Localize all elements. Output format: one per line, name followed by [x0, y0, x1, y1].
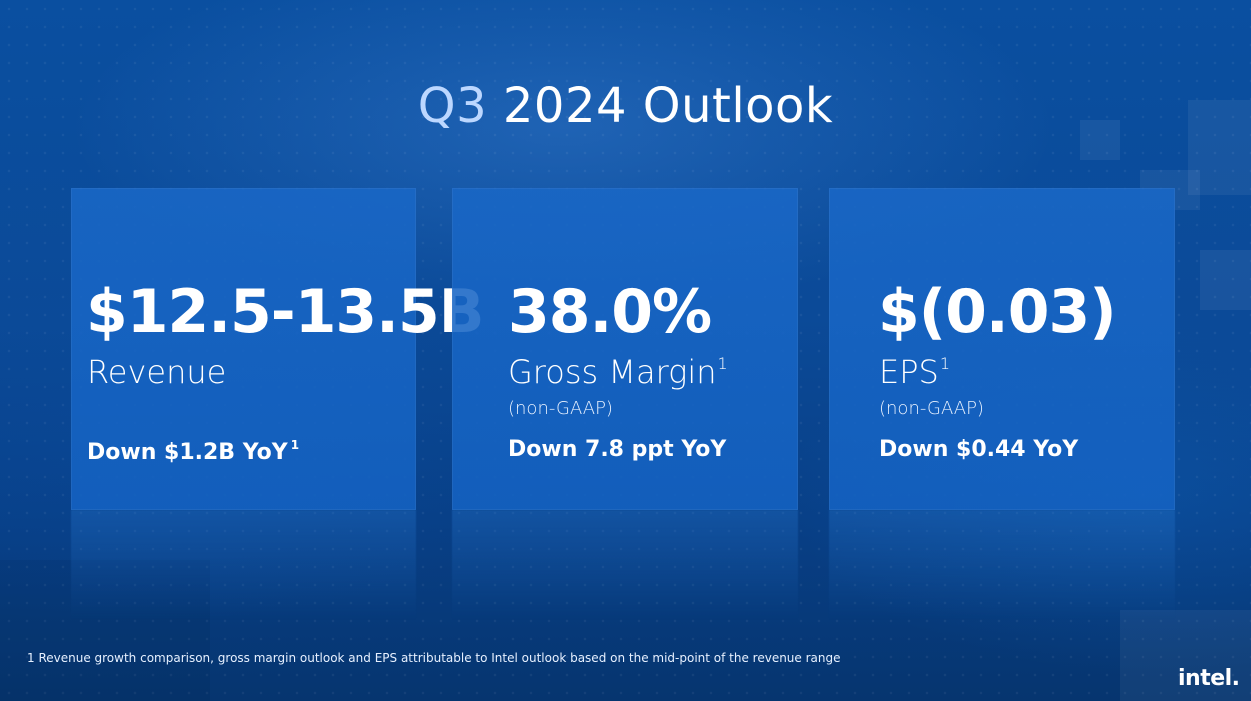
card-gross-margin-reflection	[452, 510, 798, 620]
footnote: 1 Revenue growth comparison, gross margi…	[27, 651, 841, 665]
revenue-delta: Down $1.2B YoY 1	[87, 439, 299, 464]
eps-label: EPS1	[879, 353, 951, 391]
card-revenue-reflection	[71, 510, 416, 620]
gross-margin-value: 38.0%	[508, 277, 712, 347]
title-q3: Q3	[417, 78, 488, 134]
eps-sub: (non-GAAP)	[879, 398, 984, 419]
revenue-delta-sup: 1	[290, 438, 300, 452]
eps-label-text: EPS	[879, 353, 939, 391]
page-title: Q3 2024 Outlook	[0, 78, 1251, 134]
gross-margin-label-sup: 1	[717, 354, 728, 373]
eps-delta: Down $0.44 YoY	[879, 437, 1079, 462]
revenue-value: $12.5-13.5B	[86, 277, 484, 347]
gross-margin-sub: (non-GAAP)	[508, 398, 613, 419]
card-eps-reflection	[829, 510, 1175, 620]
title-rest: 2024 Outlook	[502, 78, 834, 134]
card-gross-margin	[452, 188, 798, 510]
revenue-delta-text: Down $1.2B YoY	[87, 440, 288, 465]
gross-margin-label-text: Gross Margin	[508, 353, 717, 391]
eps-label-sup: 1	[939, 354, 951, 373]
gross-margin-delta: Down 7.8 ppt YoY	[508, 437, 727, 462]
gross-margin-label: Gross Margin1	[508, 353, 728, 391]
card-revenue	[71, 188, 416, 510]
revenue-label: Revenue	[87, 353, 227, 391]
eps-value: $(0.03)	[878, 277, 1117, 347]
card-eps	[829, 188, 1175, 510]
intel-logo: intel.	[1178, 666, 1240, 691]
